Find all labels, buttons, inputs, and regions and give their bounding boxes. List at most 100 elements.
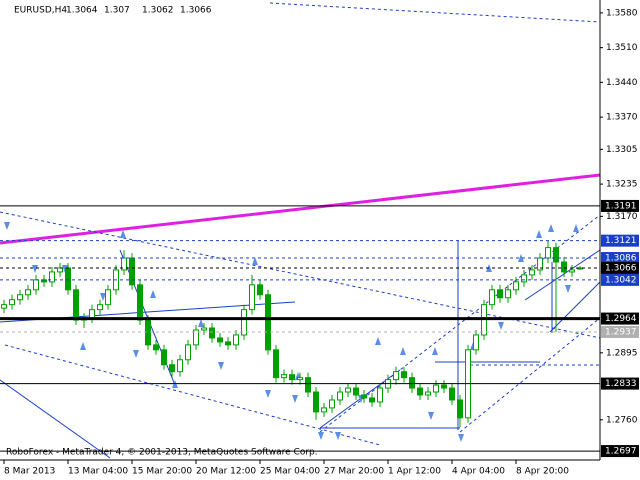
candle-body: [377, 387, 383, 403]
candle-body: [161, 349, 167, 366]
candle-body: [433, 384, 439, 393]
candle-body: [185, 344, 191, 361]
x-tick-label: 15 Mar 20:00: [132, 467, 192, 477]
candle-body: [225, 341, 231, 346]
candle-body: [217, 337, 223, 343]
y-tick-label: 1.3235: [606, 180, 638, 190]
candle-body: [241, 309, 247, 336]
symbol: EURUSD,H4: [14, 6, 67, 16]
candle-body: [489, 289, 495, 306]
candle-body: [137, 284, 143, 321]
candle-body: [297, 377, 303, 381]
close-value: 1.3066: [180, 6, 212, 16]
level-box: [601, 325, 639, 338]
candle-body: [401, 371, 407, 379]
candle-body: [25, 289, 31, 296]
candle-body: [281, 374, 287, 379]
y-tick-label: 1.3580: [606, 8, 638, 18]
candle-body: [193, 329, 199, 346]
candle-body: [9, 299, 15, 306]
trend-line: [459, 317, 601, 433]
time-axis: 8 Mar 2013 13 Mar 04:00 15 Mar 20:00 20 Mar…: [3, 460, 569, 477]
candle-body: [361, 394, 367, 399]
candle-body: [257, 284, 263, 296]
candle-body: [73, 289, 79, 321]
candle-body: [345, 387, 351, 393]
candle-body: [473, 334, 479, 351]
x-tick-label: 8 Apr 20:00: [516, 467, 569, 477]
level-box: [601, 199, 639, 212]
trend-line: [0, 379, 111, 459]
level-label: 1.3066: [605, 263, 637, 273]
candle-body: [321, 407, 327, 413]
y-tick-label: 1.3370: [606, 113, 638, 123]
y-tick-label: 1.2895: [606, 348, 638, 358]
level-label: 1.2697: [605, 447, 637, 457]
candle-body: [233, 334, 239, 346]
x-tick-label: 27 Mar 20:00: [324, 467, 384, 477]
high-value: 1.307: [104, 6, 130, 16]
candle-body: [305, 377, 311, 393]
trend-line: [4, 344, 381, 446]
level-label: 1.3042: [605, 275, 637, 285]
candle-body: [121, 257, 127, 271]
x-tick-label: 25 Mar 04:00: [260, 467, 320, 477]
candle-body: [105, 289, 111, 306]
candle-body: [457, 399, 463, 419]
candle-body: [209, 327, 215, 339]
x-tick-label: 1 Apr 12:00: [388, 467, 441, 477]
candle-body: [513, 281, 519, 291]
candle-body: [153, 344, 159, 351]
candle-body: [329, 399, 335, 409]
price-axis: 1.3580 1.3510 1.3440 1.3370 1.3305 1.3235 1.31…: [600, 8, 638, 425]
open-value: 1.3064: [66, 6, 98, 16]
candle-body: [33, 279, 39, 291]
level-label: 1.3086: [605, 254, 637, 264]
candle-body: [129, 257, 135, 286]
candle-body: [1, 304, 7, 309]
level-box: [601, 261, 639, 274]
trend-line: [269, 2, 601, 23]
level-label: 1.3121: [605, 236, 637, 246]
candle-body: [409, 377, 415, 389]
candle-body: [65, 267, 71, 291]
x-tick-label: 4 Apr 04:00: [452, 467, 505, 477]
y-tick-label: 1.2760: [606, 415, 638, 425]
trend-line: [524, 249, 601, 301]
level-box: [601, 445, 639, 458]
trend-line: [549, 281, 601, 333]
candle-body: [49, 271, 55, 283]
level-label: 1.3191: [605, 201, 637, 211]
level-box: [601, 377, 639, 390]
x-tick-label: 13 Mar 04:00: [68, 467, 128, 477]
candle-body: [313, 391, 319, 413]
candle-body: [89, 309, 95, 319]
level-label: 1.2964: [605, 314, 637, 324]
level-box: [601, 234, 639, 247]
x-tick-label: 8 Mar 2013: [4, 467, 55, 477]
y-tick-label: 1.3510: [606, 43, 638, 53]
candle-body: [289, 374, 295, 381]
candle-body: [393, 371, 399, 381]
header: EURUSD,H4 1.3064 1.307 1.3062 1.3066: [14, 6, 212, 16]
candle-body: [17, 294, 23, 301]
candle-body: [561, 261, 567, 273]
level-box: [601, 273, 639, 286]
candle-body: [369, 397, 375, 403]
candle-body: [201, 327, 207, 331]
low-value: 1.3062: [142, 6, 174, 16]
candle-body: [449, 387, 455, 401]
trend-line: [0, 173, 601, 245]
level-label: 1.2833: [605, 379, 637, 389]
y-tick-label: 1.3170: [606, 212, 638, 222]
level-box: [601, 252, 639, 265]
y-tick-label: 1.3440: [606, 78, 638, 88]
candle-body: [169, 364, 175, 373]
candle-body: [425, 391, 431, 396]
level-box: [601, 312, 639, 325]
candle-body: [441, 384, 447, 389]
candle-body: [353, 387, 359, 396]
level-label: 1.2937: [605, 327, 637, 337]
candle-body: [569, 269, 575, 273]
